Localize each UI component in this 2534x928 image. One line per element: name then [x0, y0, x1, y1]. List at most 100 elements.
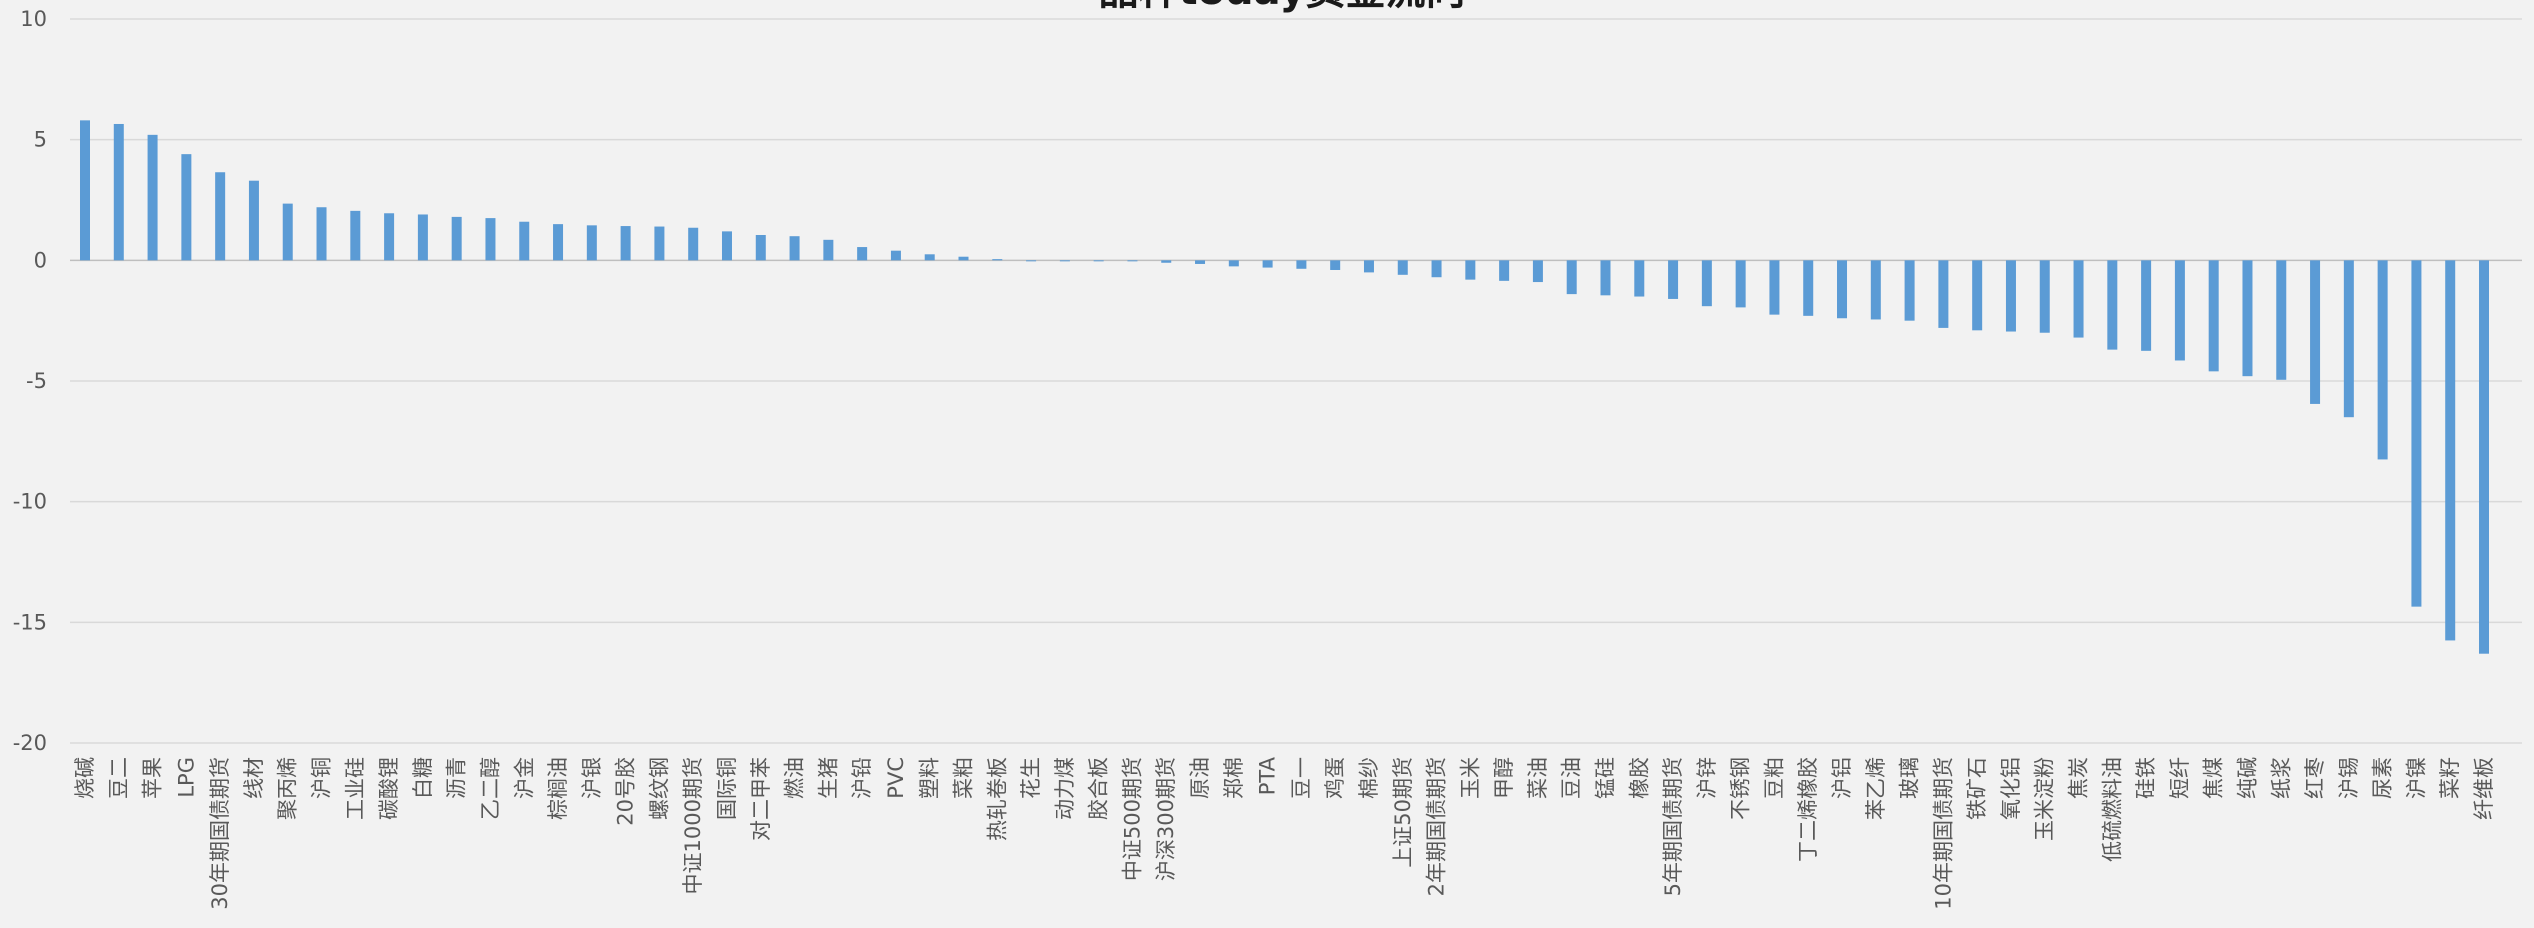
bar — [417, 214, 428, 261]
x-tick-label: 豆粕 — [1762, 757, 1786, 799]
x-tick-label: 2年期国债期货 — [1425, 757, 1449, 896]
bar — [1837, 260, 1848, 319]
x-tick-label: 中证1000期货 — [681, 757, 705, 894]
x-tick-label: PVC — [884, 757, 908, 799]
x-tick-label: 沪镍 — [2404, 757, 2428, 799]
bar — [755, 234, 766, 261]
bar — [2107, 260, 2118, 350]
y-tick-label: -20 — [13, 731, 47, 755]
bar — [654, 226, 665, 261]
bar — [1262, 260, 1273, 268]
bar — [1938, 260, 1949, 328]
x-tick-label: 国际铜 — [715, 757, 739, 820]
x-tick-label: 鸡蛋 — [1323, 757, 1347, 799]
bar — [282, 203, 293, 261]
bar — [1195, 260, 1206, 264]
x-tick-label: 短纤 — [2168, 757, 2192, 799]
bar — [350, 210, 361, 261]
x-tick-label: 线材 — [242, 757, 266, 799]
x-tick-label: 聚丙烯 — [276, 757, 300, 820]
x-tick-label: 菜粕 — [952, 757, 976, 799]
x-tick-label: 塑料 — [918, 757, 942, 799]
bar — [2445, 260, 2456, 641]
x-tick-label: 丁二烯橡胶 — [1796, 757, 1820, 862]
x-tick-label: 苹果 — [141, 757, 165, 799]
bar — [1161, 260, 1172, 263]
y-tick-label: -10 — [13, 490, 47, 514]
bar — [2141, 260, 2152, 351]
bar — [2005, 260, 2016, 332]
x-tick-label: 焦煤 — [2202, 757, 2226, 799]
bar — [958, 256, 969, 261]
bar — [1330, 260, 1341, 270]
bar — [1026, 260, 1037, 262]
x-tick-label: 沪深300期货 — [1154, 757, 1178, 881]
bar — [485, 218, 496, 261]
bar — [2411, 260, 2422, 607]
bar — [2039, 260, 2050, 333]
bar — [1228, 260, 1239, 267]
x-tick-label: 橡胶 — [1627, 757, 1651, 799]
bar — [2276, 260, 2287, 380]
x-tick-label: 纯碱 — [2235, 757, 2259, 799]
x-tick-label: 甲醇 — [1492, 757, 1516, 799]
bar — [586, 225, 597, 261]
bar — [992, 259, 1003, 261]
bar — [2208, 260, 2219, 372]
bar — [620, 226, 631, 261]
y-tick-label: -5 — [26, 369, 47, 393]
x-tick-label: 铁矿石 — [1965, 757, 1989, 820]
x-tick-label: 中证500期货 — [1120, 757, 1144, 881]
bar — [215, 172, 226, 261]
bar — [80, 120, 90, 261]
x-tick-label: 10年期国债期货 — [1931, 757, 1955, 910]
bar — [890, 250, 901, 261]
x-tick-label: 不锈钢 — [1729, 757, 1753, 820]
bar — [248, 180, 259, 261]
bar — [519, 221, 530, 261]
bar — [823, 239, 834, 261]
bar — [2343, 260, 2354, 418]
bar — [1093, 260, 1104, 262]
x-tick-label: 菜籽 — [2438, 757, 2462, 799]
x-tick-label: 生猪 — [816, 757, 840, 799]
x-tick-label: 纤维板 — [2472, 757, 2496, 820]
x-tick-label: 碳酸锂 — [377, 757, 401, 820]
bar — [2073, 260, 2084, 338]
x-tick-label: 硅铁 — [2134, 757, 2158, 799]
bar — [316, 207, 327, 261]
x-tick-label: PTA — [1256, 756, 1280, 795]
x-tick-label: 工业硅 — [343, 757, 367, 820]
x-tick-label: LPG — [174, 757, 198, 798]
bar — [789, 236, 800, 261]
bar — [2242, 260, 2253, 377]
bar — [2479, 260, 2489, 654]
y-tick-label: 0 — [34, 248, 47, 272]
x-tick-label: 烧碱 — [73, 757, 97, 799]
y-axis-ticks: 10 5 0 -5 -10 -15 -20 — [13, 7, 47, 755]
bar — [181, 154, 192, 261]
bar — [1532, 260, 1543, 283]
x-tick-label: 乙二醇 — [478, 757, 502, 820]
x-tick-label: 沪锌 — [1695, 757, 1719, 799]
gridlines — [70, 18, 2522, 744]
bar — [1701, 260, 1712, 307]
x-tick-label: 沪金 — [512, 757, 536, 799]
x-tick-label: 动力煤 — [1053, 757, 1077, 820]
x-tick-label: 锰硅 — [1593, 757, 1617, 799]
bar — [1803, 260, 1814, 316]
bar — [451, 216, 462, 261]
x-tick-label: 豆油 — [1560, 757, 1584, 799]
bar — [113, 123, 124, 261]
y-tick-label: 5 — [34, 128, 47, 152]
chart-title: 品种today资金流向 — [1098, 0, 1465, 14]
x-tick-label: 胶合板 — [1087, 757, 1111, 820]
x-tick-label: 棉纱 — [1357, 757, 1381, 799]
x-tick-label: 红枣 — [2303, 757, 2327, 799]
x-tick-label: 氧化铝 — [1999, 757, 2023, 820]
x-axis-labels: 烧碱 豆二 苹果 LPG 30年期国债期货 线材 聚丙烯 沪铜 工业硅 碳酸锂 白糖 沥青 乙二醇 沪金棕… — [73, 756, 2496, 909]
x-tick-label: 纸浆 — [2269, 757, 2293, 799]
x-tick-label: 低硫燃料油 — [2100, 757, 2124, 862]
y-tick-label: -15 — [13, 610, 47, 634]
